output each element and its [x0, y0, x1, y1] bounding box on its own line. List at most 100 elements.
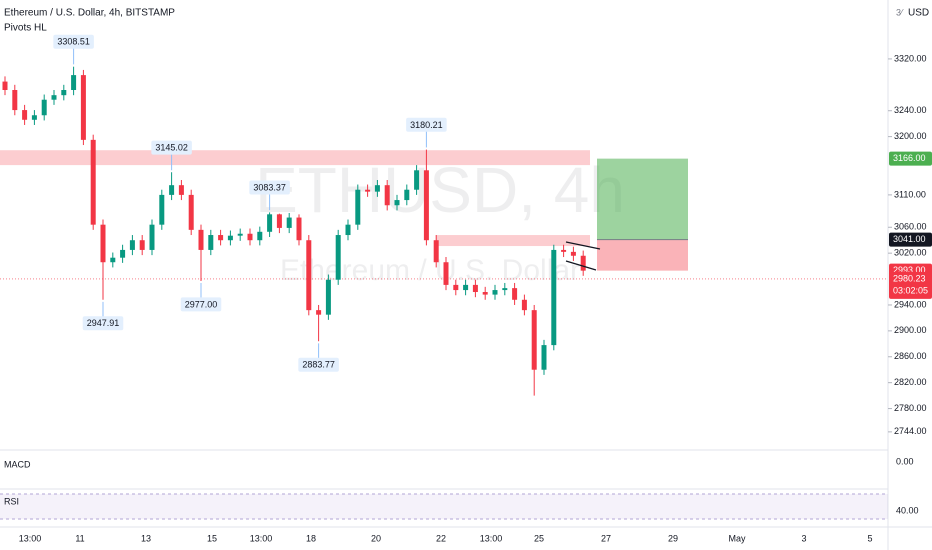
last-price-bg — [889, 271, 932, 299]
pane-tick-label: 0.00 — [896, 456, 914, 466]
candle-body — [472, 284, 478, 293]
candle-body — [492, 290, 498, 295]
pivot-low-label-box — [180, 297, 222, 312]
candle-body — [521, 299, 527, 311]
candle-body — [208, 235, 214, 250]
candle-body — [159, 194, 165, 225]
x-tick-label: 15 — [207, 533, 217, 543]
trend-line — [565, 241, 601, 250]
y-tick-label: 2860.00 — [894, 351, 927, 361]
candle-body — [169, 185, 175, 195]
candle-body — [110, 257, 116, 263]
x-tick-label: 5 — [867, 533, 872, 543]
candle-body — [502, 288, 508, 291]
y-tick-label: 2820.00 — [894, 377, 927, 387]
currency: USD — [908, 8, 929, 19]
candle-body — [580, 255, 586, 271]
y-tick-label: 3240.00 — [894, 105, 927, 115]
y-tick-label: 3020.00 — [894, 248, 927, 258]
chart-title: Ethereum / U.S. Dollar, 4h, BITSTAMP — [4, 8, 175, 19]
x-tick-label: 27 — [601, 533, 611, 543]
candle-body — [374, 185, 380, 192]
y-tick-label: 2900.00 — [894, 325, 927, 335]
indicator-name: Pivots HL — [4, 23, 47, 34]
candle-body — [453, 284, 459, 291]
pivot-high-label-box — [249, 180, 290, 195]
x-tick-label: 25 — [534, 533, 544, 543]
candle-body — [61, 90, 67, 96]
y-tick-label: 3200.00 — [894, 131, 927, 141]
pivot-high-label: 3145.02 — [155, 143, 188, 153]
candle-body — [71, 75, 77, 90]
candle-body — [267, 214, 273, 232]
candle-body — [188, 194, 194, 230]
candle-body — [325, 279, 331, 315]
candle-body — [482, 292, 488, 295]
currency-icon: 3⁄ — [896, 7, 904, 17]
watermark: ETHUSD, 4h — [255, 154, 625, 226]
target-price-label-bg — [889, 151, 932, 166]
profit-zone — [597, 158, 688, 240]
pivot-low-label: 2883.77 — [302, 360, 335, 370]
candle-body — [51, 95, 57, 100]
pane-name: RSI — [4, 496, 19, 506]
candle-body — [316, 310, 322, 315]
candle-body — [306, 240, 312, 311]
y-tick-label: 2780.00 — [894, 403, 927, 413]
pivot-high-label: 3083.37 — [253, 183, 286, 193]
candle-body — [561, 249, 567, 252]
candle-body — [443, 262, 449, 285]
y-tick-label: 3110.00 — [894, 189, 926, 199]
pivot-high-label-box — [151, 140, 192, 155]
candle-body — [247, 233, 253, 241]
candle-body — [22, 110, 28, 120]
candle-body — [198, 229, 204, 250]
y-tick-label: 3060.00 — [894, 222, 927, 232]
stop-price-label: 2993.00 — [893, 265, 926, 275]
last-price-label: 2980.23 — [893, 273, 926, 283]
candle-body — [2, 81, 8, 90]
trend-line — [565, 260, 597, 271]
candle-body — [335, 235, 341, 280]
candle-body — [463, 284, 469, 291]
candle-body — [41, 99, 47, 116]
candle-body — [100, 224, 106, 263]
candle-body — [149, 224, 155, 250]
candle-body — [90, 139, 96, 225]
candle-body — [237, 233, 243, 236]
candle-body — [218, 235, 224, 241]
pivot-high-label: 3308.51 — [57, 37, 90, 47]
candle-body — [178, 185, 184, 195]
entry-price-label: 3041.00 — [893, 234, 926, 244]
pivot-low-label-box — [298, 357, 339, 372]
candle-body — [394, 200, 400, 206]
candle-body — [345, 224, 351, 236]
x-tick-label: 13:00 — [250, 533, 273, 543]
pivot-low-label-box — [82, 316, 124, 331]
x-tick-label: 22 — [436, 533, 446, 543]
x-tick-label: 29 — [668, 533, 678, 543]
candle-body — [551, 249, 557, 346]
y-tick-label: 2940.00 — [894, 299, 927, 309]
candle-body — [139, 240, 145, 250]
pane-tick-label: 40.00 — [896, 505, 919, 515]
candle-body — [257, 231, 263, 241]
resistance-zone — [0, 150, 590, 166]
candle-body — [414, 170, 420, 190]
countdown-label: 03:02:05 — [893, 285, 928, 295]
candle-body — [384, 185, 390, 206]
candle-body — [404, 189, 410, 201]
rsi-band — [0, 494, 888, 519]
candle-body — [541, 345, 547, 370]
x-tick-label: 20 — [371, 533, 381, 543]
candle-body — [80, 75, 86, 140]
candle-body — [276, 214, 282, 228]
y-tick-label: 2744.00 — [894, 426, 927, 436]
x-tick-label: 13:00 — [19, 533, 42, 543]
candle-body — [365, 189, 371, 192]
pivot-high-label-box — [406, 117, 447, 132]
watermark-sub: Ethereum / U.S. Dollar — [280, 254, 580, 287]
pivot-high-label: 3180.21 — [410, 120, 443, 130]
loss-zone — [597, 239, 688, 271]
